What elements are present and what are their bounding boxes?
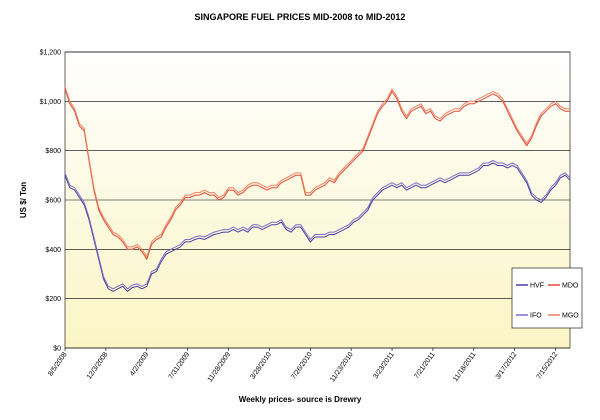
x-tick-label: 7/15/2012 bbox=[536, 351, 560, 381]
x-tick-label: 3/17/2012 bbox=[495, 351, 519, 381]
legend: HVF MDO IFO MGO bbox=[511, 267, 583, 329]
x-tick-label: 7/21/2011 bbox=[413, 351, 436, 380]
x-tick-label: 8/5/2008 bbox=[47, 351, 68, 377]
y-tick-label: $1,200 bbox=[40, 50, 62, 57]
y-tick-labels: $0 $200 $400 $600 $800 $1,000 $1,200 bbox=[40, 50, 62, 353]
legend-label-mgo: MGO bbox=[562, 313, 579, 320]
x-tick-label: 3/28/2010 bbox=[249, 351, 273, 381]
legend-label-mdo: MDO bbox=[562, 283, 579, 290]
x-tick-label: 7/31/2009 bbox=[168, 351, 192, 381]
x-tick-label: 11/23/2010 bbox=[329, 351, 355, 383]
y-tick-label: $1,000 bbox=[40, 99, 62, 106]
series-line-mgo bbox=[64, 86, 570, 258]
legend-box bbox=[511, 267, 583, 329]
x-tick-label: 12/3/2008 bbox=[86, 351, 110, 381]
x-axis-label: Weekly prices- source is Drewry bbox=[239, 395, 362, 404]
series-line-hvf bbox=[64, 162, 571, 292]
y-tick-label: $400 bbox=[45, 247, 61, 254]
x-tick-labels: 8/5/2008 12/3/2008 4/2/2009 7/31/2009 11/28/… bbox=[47, 348, 559, 383]
x-tick-label: 3/23/2011 bbox=[372, 351, 395, 380]
x-tick-label: 7/26/2010 bbox=[290, 351, 314, 381]
legend-label-ifo: IFO bbox=[530, 313, 542, 320]
x-tick-label: 11/28/2009 bbox=[207, 351, 233, 383]
y-tick-label: $0 bbox=[53, 346, 61, 353]
y-axis-label: US $/ Ton bbox=[19, 182, 28, 218]
series-lines bbox=[64, 86, 571, 292]
legend-label-hvf: HVF bbox=[530, 283, 544, 290]
grid-lines bbox=[65, 51, 570, 349]
series-line-mdo bbox=[64, 88, 570, 261]
x-tick-label: 4/2/2009 bbox=[129, 351, 150, 377]
y-tick-label: $800 bbox=[45, 148, 61, 155]
x-tick-label: 11/18/2011 bbox=[452, 351, 477, 383]
y-tick-label: $600 bbox=[45, 198, 61, 205]
chart-title: SINGAPORE FUEL PRICES MID-2008 to MID-20… bbox=[195, 12, 406, 22]
y-tick-label: $200 bbox=[45, 296, 61, 303]
series-line-ifo bbox=[64, 159, 571, 290]
